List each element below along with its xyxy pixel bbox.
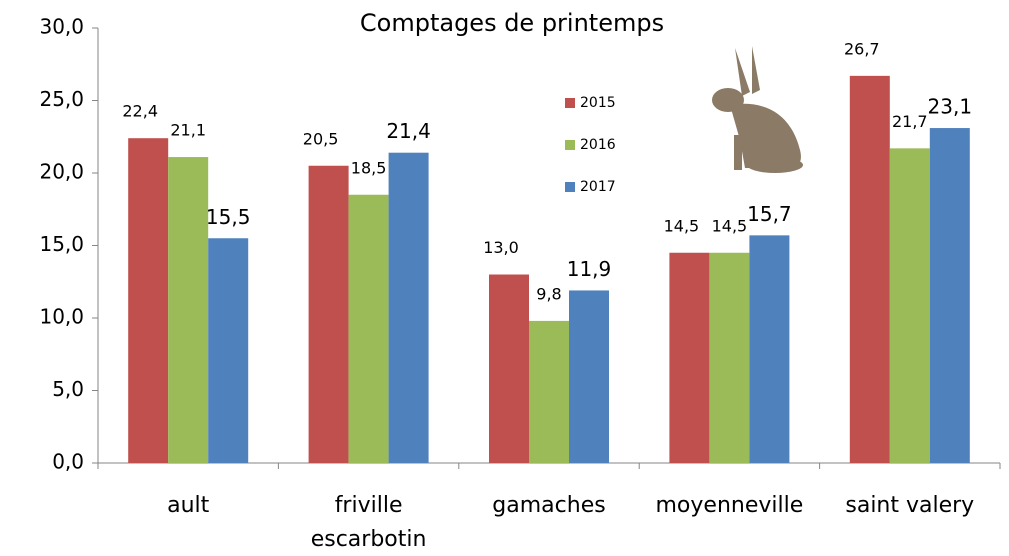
value-label: 26,7 — [844, 39, 880, 58]
value-label: 13,0 — [483, 238, 519, 257]
bar — [529, 320, 569, 463]
bar — [168, 157, 209, 464]
y-tick-label: 0,0 — [52, 450, 84, 474]
bar — [849, 75, 890, 463]
bar — [208, 238, 249, 463]
legend-swatch — [565, 182, 575, 192]
x-tick-label: moyenneville — [655, 493, 804, 518]
x-tick-label: saint valery — [845, 493, 975, 518]
bar — [128, 138, 169, 463]
y-tick-label: 10,0 — [39, 305, 84, 329]
bar — [569, 290, 609, 463]
x-tick-label: gamaches — [492, 493, 606, 518]
bar — [929, 128, 970, 464]
value-label: 18,5 — [351, 158, 387, 177]
value-label: 21,1 — [170, 121, 206, 140]
legend-label: 2015 — [580, 95, 616, 111]
hare-icon — [712, 46, 803, 173]
x-tick-label: friville escarbotin — [310, 493, 427, 552]
value-label: 14,5 — [712, 216, 748, 235]
y-tick-label: 5,0 — [52, 377, 84, 401]
value-label: 21,7 — [892, 112, 928, 131]
value-label: 23,1 — [928, 95, 973, 119]
value-label: 20,5 — [303, 129, 339, 148]
x-tick-label: ault — [167, 493, 210, 518]
bar — [489, 274, 529, 463]
value-label: 14,5 — [664, 216, 700, 235]
value-label: 15,5 — [206, 205, 251, 229]
value-label: 21,4 — [386, 119, 431, 143]
value-label: 15,7 — [747, 202, 792, 226]
y-tick-label: 15,0 — [39, 232, 84, 256]
bar — [308, 165, 349, 463]
y-tick-label: 20,0 — [39, 160, 84, 184]
bar — [669, 252, 710, 463]
value-label: 11,9 — [567, 257, 612, 281]
bar — [749, 235, 790, 463]
bar — [709, 252, 750, 463]
legend-swatch — [565, 140, 575, 150]
bar — [889, 148, 930, 463]
y-tick-label: 30,0 — [39, 15, 84, 39]
chart-title: Comptages de printemps — [360, 9, 664, 37]
legend-label: 2017 — [580, 179, 616, 195]
bar — [388, 152, 429, 463]
value-label: 22,4 — [122, 102, 158, 121]
bar — [348, 194, 389, 463]
y-tick-label: 25,0 — [39, 87, 84, 111]
legend-label: 2016 — [580, 137, 616, 153]
value-label: 9,8 — [536, 284, 561, 303]
legend-swatch — [565, 98, 575, 108]
